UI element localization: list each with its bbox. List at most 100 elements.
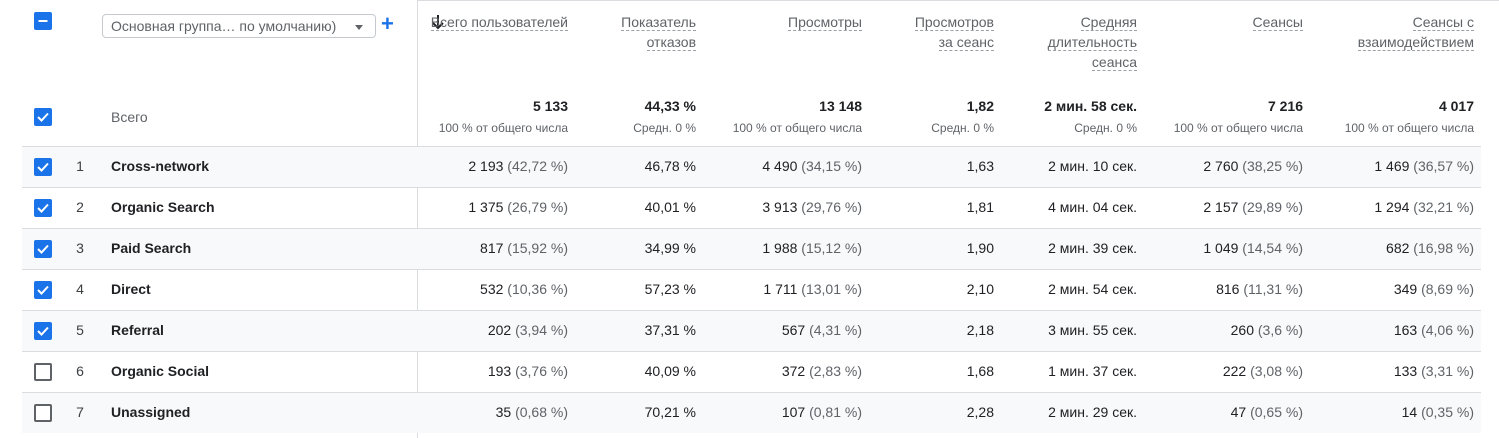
cell-engaged-sessions-percent: (4,06 %) [1421, 322, 1474, 338]
cell-sessions: 222 (3,08 %) [1150, 363, 1303, 379]
dimension-dropdown-value: Основная группа… по умолчанию) [111, 18, 337, 34]
cell-avg-duration-value: 3 мин. 55 сек. [1048, 322, 1137, 338]
cell-users: 35 (0,68 %) [420, 404, 568, 420]
cell-bounce-value: 70,21 % [644, 404, 696, 420]
cell-users: 193 (3,76 %) [420, 363, 568, 379]
column-header-bounce[interactable]: Показатель отказов [600, 12, 696, 52]
cell-sessions-percent: (29,89 %) [1242, 199, 1303, 215]
cell-bounce-value: 37,31 % [644, 322, 696, 338]
total-engaged-sessions-sub: 100 % от общего числа [1344, 121, 1474, 135]
table-row[interactable]: 5 Referral 202 (3,94 %) 37,31 % 567 (4,31 %)… [22, 310, 1481, 351]
column-header-label: Всего пользователей [430, 14, 568, 31]
cell-bounce: 40,01 % [600, 199, 696, 215]
checkmark-icon [37, 285, 49, 295]
cell-sessions-value: 47 [1230, 404, 1247, 420]
row-number: 2 [76, 199, 84, 215]
add-dimension-plus-icon[interactable]: + [381, 11, 394, 36]
table-row[interactable]: 4 Direct 532 (10,36 %) 57,23 % 1 711 (13,01 … [22, 269, 1481, 310]
cell-engaged-sessions-value: 1 469 [1374, 158, 1410, 174]
cell-views-percent: (34,15 %) [801, 158, 862, 174]
row-checkbox[interactable] [34, 281, 52, 299]
cell-engaged-sessions-value: 14 [1401, 404, 1418, 420]
cell-engaged-sessions: 349 (8,69 %) [1320, 281, 1474, 297]
total-avg-duration: 2 мин. 58 сек. [1044, 98, 1137, 114]
totals-checkbox[interactable] [34, 108, 52, 126]
table-row[interactable]: 1 Cross-network 2 193 (42,72 %) 46,78 % 4 49… [22, 146, 1481, 187]
cell-avg-duration-value: 2 мин. 39 сек. [1048, 240, 1137, 256]
cell-sessions-value: 2 157 [1203, 199, 1239, 215]
table-row[interactable]: 2 Organic Search 1 375 (26,79 %) 40,01 % 3 9… [22, 187, 1481, 228]
caret-down-icon [355, 25, 363, 30]
row-number: 5 [76, 322, 84, 338]
cell-users-percent: (15,92 %) [507, 240, 568, 256]
table-row[interactable]: 7 Unassigned 35 (0,68 %) 70,21 % 107 (0,81 %… [22, 392, 1481, 433]
row-channel-name: Organic Social [111, 363, 210, 379]
cell-avg-duration-value: 2 мин. 54 сек. [1048, 281, 1137, 297]
total-views-per-session-sub: Средн. 0 % [931, 121, 994, 135]
cell-users: 817 (15,92 %) [420, 240, 568, 256]
column-header-avg-duration[interactable]: Средняя длительность сеанса [1036, 12, 1137, 72]
cell-views-per-session-value: 2,10 [966, 281, 994, 297]
cell-avg-duration: 2 мин. 10 сек. [1020, 158, 1137, 174]
cell-engaged-sessions-value: 1 294 [1374, 199, 1410, 215]
column-header-engaged-sessions[interactable]: Сеансы с взаимодействием [1340, 12, 1474, 52]
cell-users-value: 532 [480, 281, 504, 297]
column-header-views[interactable]: Просмотры [740, 12, 862, 32]
total-views: 13 148 [819, 98, 862, 114]
cell-views-per-session: 2,18 [900, 322, 994, 338]
cell-users: 2 193 (42,72 %) [420, 158, 568, 174]
table-row[interactable]: 6 Organic Social 193 (3,76 %) 40,09 % 372 (2… [22, 351, 1481, 392]
cell-views-per-session-value: 1,81 [966, 199, 994, 215]
row-checkbox[interactable] [34, 363, 52, 381]
checkmark-icon [37, 112, 49, 122]
cell-engaged-sessions-percent: (3,31 %) [1421, 363, 1474, 379]
column-header-sessions[interactable]: Сеансы [1180, 12, 1303, 32]
cell-users-value: 202 [487, 322, 512, 338]
sort-descending-arrow-icon[interactable] [431, 14, 445, 30]
cell-views-per-session-value: 1,90 [966, 240, 994, 256]
cell-engaged-sessions-percent: (8,69 %) [1421, 281, 1474, 297]
cell-views-value: 1 711 [763, 281, 798, 297]
row-checkbox[interactable] [34, 199, 52, 217]
cell-views-per-session-value: 2,18 [966, 322, 994, 338]
row-checkbox[interactable] [34, 240, 52, 258]
cell-views-per-session: 1,90 [900, 240, 994, 256]
dimension-dropdown[interactable]: Основная группа… по умолчанию) [102, 14, 376, 38]
row-number: 1 [76, 158, 84, 174]
column-header-label: Средняя длительность сеанса [1047, 14, 1137, 71]
cell-views: 372 (2,83 %) [700, 363, 862, 379]
table-row[interactable]: 3 Paid Search 817 (15,92 %) 34,99 % 1 988 (1… [22, 228, 1481, 269]
row-number: 4 [76, 281, 84, 297]
cell-users-value: 817 [480, 240, 504, 256]
row-number: 6 [76, 363, 84, 379]
row-checkbox[interactable] [34, 322, 52, 340]
column-header-label: Просмотры [788, 14, 862, 31]
cell-bounce-value: 40,09 % [644, 363, 696, 379]
column-header-views-per-session[interactable]: Просмотров за сеанс [900, 12, 994, 52]
cell-engaged-sessions-percent: (36,57 %) [1413, 158, 1474, 174]
totals-label: Всего [111, 109, 148, 125]
column-header-users[interactable]: Всего пользователей [420, 12, 568, 32]
row-channel-name: Paid Search [111, 240, 192, 256]
column-header-label: Показатель отказов [621, 14, 696, 51]
cell-views-per-session: 2,28 [900, 404, 994, 420]
cell-engaged-sessions: 163 (4,06 %) [1320, 322, 1474, 338]
cell-bounce-value: 57,23 % [644, 281, 696, 297]
cell-engaged-sessions-value: 163 [1393, 322, 1418, 338]
row-checkbox[interactable] [34, 404, 52, 422]
column-divider [417, 0, 418, 438]
cell-engaged-sessions-value: 133 [1393, 363, 1418, 379]
cell-views-percent: (0,81 %) [809, 404, 862, 420]
cell-views-per-session-value: 1,68 [966, 363, 994, 379]
cell-views-percent: (2,83 %) [809, 363, 862, 379]
cell-bounce: 40,09 % [600, 363, 696, 379]
row-checkbox[interactable] [34, 158, 52, 176]
cell-views-value: 567 [781, 322, 806, 338]
cell-users-value: 35 [495, 404, 512, 420]
cell-bounce: 70,21 % [600, 404, 696, 420]
cell-bounce: 37,31 % [600, 322, 696, 338]
cell-views-percent: (15,12 %) [801, 240, 862, 256]
select-all-checkbox[interactable] [34, 12, 52, 30]
cell-engaged-sessions: 14 (0,35 %) [1320, 404, 1474, 420]
cell-views-value: 107 [781, 404, 806, 420]
